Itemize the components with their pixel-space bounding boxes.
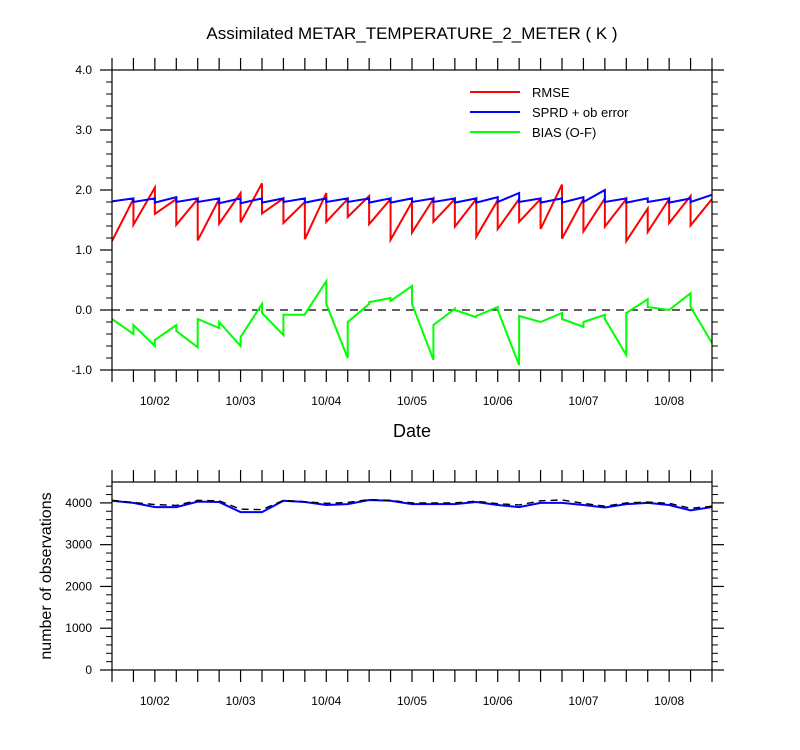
y-tick-label: 0 [85,663,92,677]
series-line-bias-o-f [111,277,713,366]
x-tick-label: 10/02 [140,694,170,708]
y-tick-label: 4000 [65,496,92,510]
series-line-observations-used [111,498,713,514]
series-line-sprd-ob-error [111,188,713,205]
x-tick-label: 10/06 [483,394,513,408]
x-tick-label: 10/06 [483,694,513,708]
top-chart-frame [111,69,713,371]
legend-label: BIAS (O-F) [532,125,596,140]
x-tick-label: 10/08 [654,394,684,408]
top-chart: 10/02 10/03 10/04 10/05 10/06 10/07 10/08 -1.0 0… [71,58,724,408]
y-tick-label: 4.0 [75,63,92,77]
x-tick-label: 10/03 [226,694,256,708]
legend-label: SPRD + ob error [532,105,629,120]
y-tick-label: 3000 [65,538,92,552]
bottom-chart: 10/02 10/03 10/04 10/05 10/06 10/07 10/08 0 1000… [65,470,724,708]
series-line-observations-possible [111,498,713,511]
y-tick-label: 3.0 [75,123,92,137]
y-tick-label: -1.0 [71,363,92,377]
y-tick-label: 2000 [65,579,92,593]
legend: RMSE SPRD + ob error BIAS (O-F) [470,85,629,140]
legend-label: RMSE [532,85,570,100]
x-tick-label: 10/04 [311,694,341,708]
x-tick-label: 10/02 [140,394,170,408]
x-tick-label: 10/07 [568,694,598,708]
y-tick-label: 2.0 [75,183,92,197]
y-axis-label: number of observations [38,492,55,659]
series-line-rmse [111,182,713,245]
x-tick-label: 10/08 [654,694,684,708]
x-tick-label: 10/07 [568,394,598,408]
x-tick-label: 10/05 [397,394,427,408]
y-tick-label: 0.0 [75,303,92,317]
x-tick-label: 10/05 [397,694,427,708]
y-tick-label: 1.0 [75,243,92,257]
x-tick-label: 10/03 [226,394,256,408]
y-tick-label: 1000 [65,621,92,635]
bottom-chart-frame [111,481,713,671]
chart-title: Assimilated METAR_TEMPERATURE_2_METER ( … [206,24,617,43]
x-axis-label: Date [393,421,431,441]
x-tick-label: 10/04 [311,394,341,408]
